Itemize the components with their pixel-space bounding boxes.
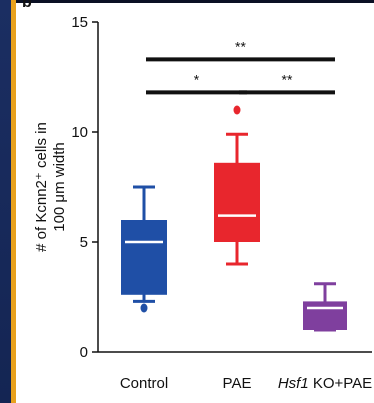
y-axis-label-line1: # of Kcnn2⁺ cells in	[33, 122, 50, 252]
slide-accent-bar	[11, 0, 16, 403]
significance-bars: *** **	[146, 38, 335, 95]
box-3	[303, 282, 347, 332]
x-tick-label: Control	[120, 375, 168, 392]
box-2	[214, 105, 260, 266]
y-tick-label: 0	[80, 344, 88, 361]
significance-label: **	[235, 38, 246, 54]
slide-left-band	[0, 0, 12, 403]
slide-top-band	[16, 0, 374, 3]
x-tick-label: Hsf1 KO+PAE	[278, 375, 372, 392]
panel-letter: b	[22, 0, 32, 11]
box-1	[121, 185, 167, 313]
figure-panel	[16, 0, 374, 403]
y-tick-label: 10	[71, 124, 88, 141]
iqr-box	[303, 301, 347, 330]
y-tick-label: 15	[71, 14, 88, 31]
outlier-point	[140, 303, 148, 313]
boxes	[121, 105, 347, 332]
iqr-box	[214, 162, 260, 242]
y-ticks: 0 5 10 15	[71, 14, 98, 361]
x-tick-label-rest: KO+PAE	[309, 375, 373, 392]
y-axis-label-line2: 100 μm width	[51, 142, 68, 232]
iqr-box	[121, 220, 167, 295]
axes: 0 5 10 15	[71, 14, 372, 361]
x-tick-label-italic: Hsf1	[278, 375, 309, 392]
x-tick-label: PAE	[223, 375, 252, 392]
significance-label: **	[282, 71, 293, 87]
x-tick-labels: Control PAE Hsf1 KO+PAE	[120, 375, 372, 392]
outlier-point	[233, 105, 241, 115]
significance-label: *	[194, 71, 200, 87]
y-tick-label: 5	[80, 234, 88, 251]
